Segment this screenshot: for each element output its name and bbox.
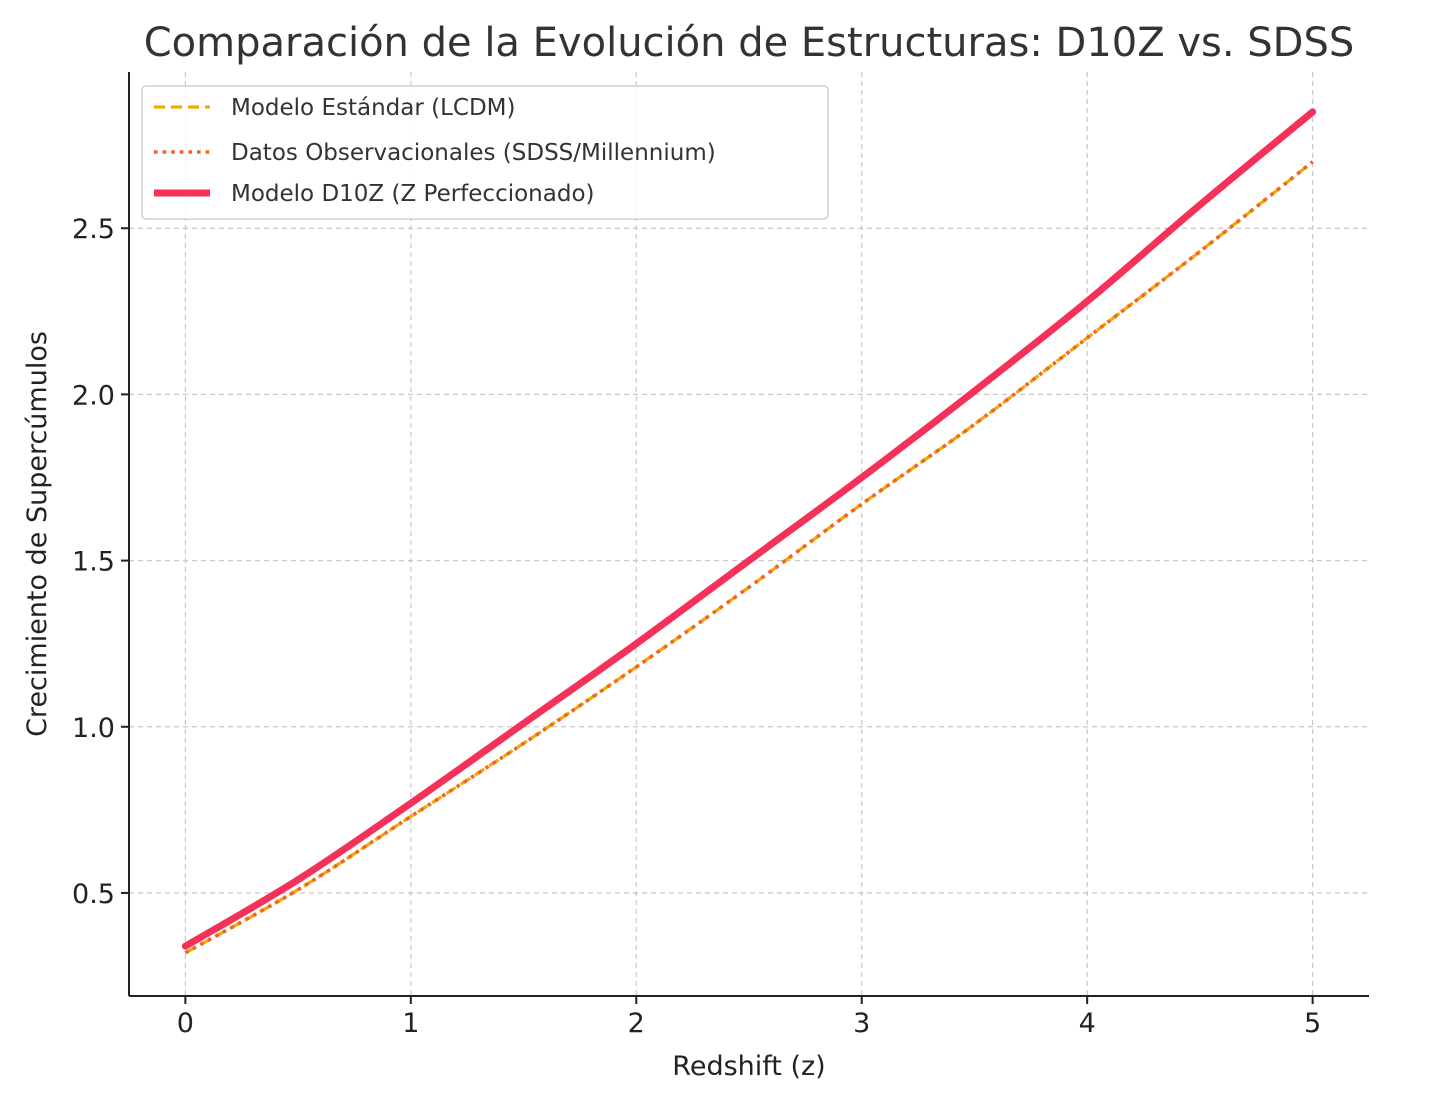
y-axis-label: Crecimiento de Supercúmulos xyxy=(22,331,53,737)
grid xyxy=(129,72,1369,996)
x-axis-label: Redshift (z) xyxy=(672,1051,825,1082)
legend-label-3: Modelo D10Z (Z Perfeccionado) xyxy=(231,181,595,207)
series-layer xyxy=(181,108,1317,955)
y-tick-label: 2.5 xyxy=(72,214,115,245)
x-tick-label: 0 xyxy=(177,1008,194,1039)
chart-title: Comparación de la Evolución de Estructur… xyxy=(144,20,1355,66)
x-tick-label: 4 xyxy=(1079,1008,1096,1039)
legend: Modelo Estándar (LCDM) Datos Observaciona… xyxy=(141,85,829,220)
ticks: 0 1 2 3 4 5 0.5 1.0 1.5 2.0 2.5 xyxy=(72,214,1321,1039)
legend-box xyxy=(141,85,829,220)
legend-label-2: Datos Observacionales (SDSS/Millennium) xyxy=(231,140,716,166)
y-tick-label: 1.0 xyxy=(72,713,115,744)
series-line-2 xyxy=(184,160,1314,955)
x-tick-label: 5 xyxy=(1304,1008,1321,1039)
y-tick-label: 0.5 xyxy=(72,879,115,910)
y-tick-label: 1.5 xyxy=(72,547,115,578)
series-line-3 xyxy=(181,108,1317,950)
x-tick-label: 2 xyxy=(628,1008,645,1039)
legend-label-1: Modelo Estándar (LCDM) xyxy=(231,95,515,121)
x-tick-label: 1 xyxy=(402,1008,419,1039)
y-tick-label: 2.0 xyxy=(72,380,115,411)
x-tick-label: 3 xyxy=(853,1008,870,1039)
